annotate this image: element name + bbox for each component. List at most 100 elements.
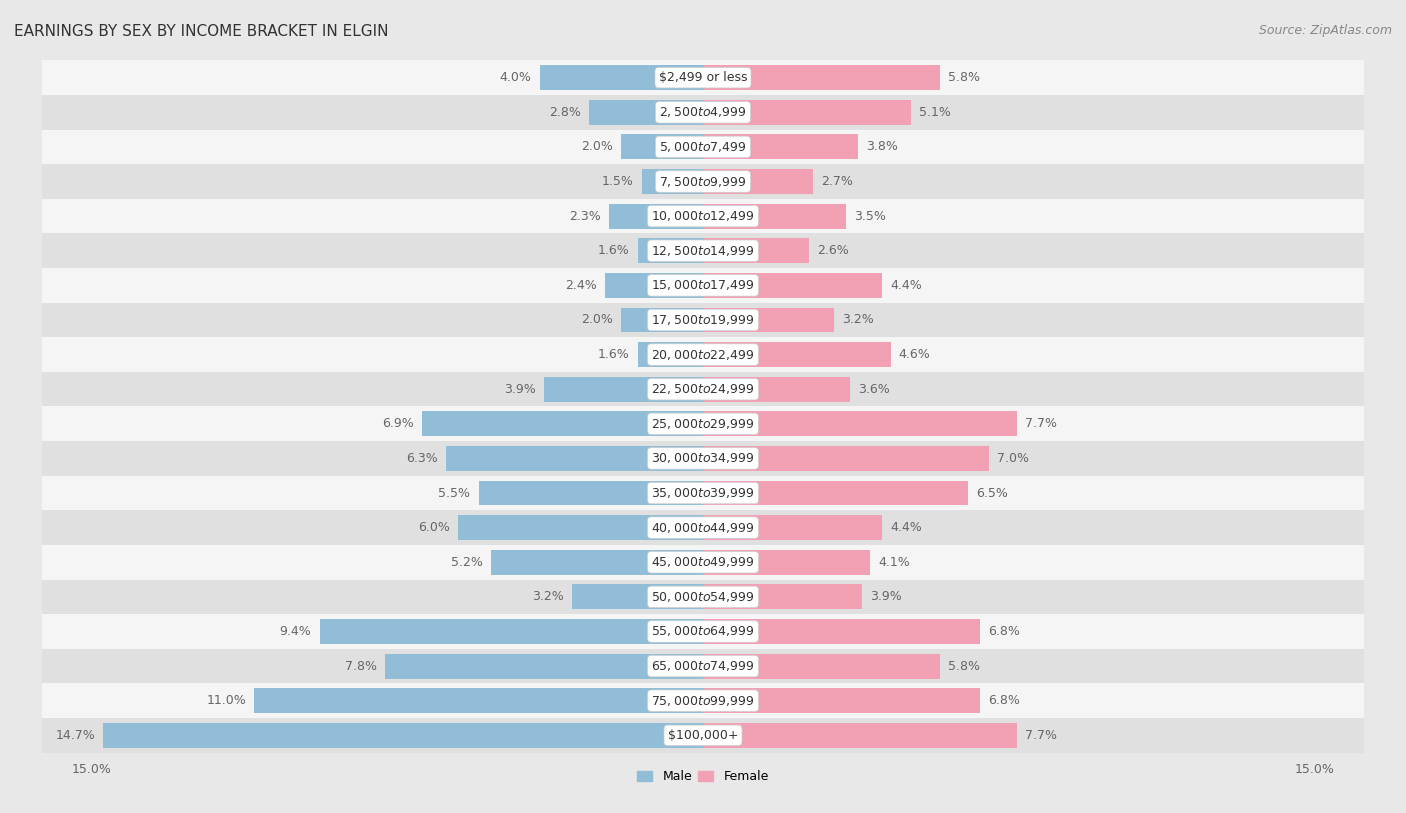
- Bar: [10, 164, 1396, 199]
- Bar: [703, 619, 980, 644]
- Bar: [703, 480, 969, 506]
- Bar: [540, 65, 703, 90]
- Text: $17,500 to $19,999: $17,500 to $19,999: [651, 313, 755, 327]
- Bar: [703, 411, 1017, 437]
- Bar: [605, 273, 703, 298]
- Bar: [703, 238, 808, 263]
- Bar: [10, 302, 1396, 337]
- Bar: [703, 134, 858, 159]
- Text: 2.3%: 2.3%: [569, 210, 600, 223]
- Text: $2,500 to $4,999: $2,500 to $4,999: [659, 106, 747, 120]
- Text: 3.8%: 3.8%: [866, 141, 898, 154]
- Bar: [10, 718, 1396, 753]
- Text: 1.6%: 1.6%: [598, 348, 630, 361]
- Text: $25,000 to $29,999: $25,000 to $29,999: [651, 417, 755, 431]
- Text: 3.2%: 3.2%: [533, 590, 564, 603]
- Bar: [10, 684, 1396, 718]
- Text: 5.8%: 5.8%: [948, 659, 980, 672]
- Bar: [10, 511, 1396, 545]
- Text: $35,000 to $39,999: $35,000 to $39,999: [651, 486, 755, 500]
- Bar: [10, 580, 1396, 614]
- Bar: [703, 585, 862, 609]
- Bar: [10, 545, 1396, 580]
- Legend: Male, Female: Male, Female: [633, 765, 773, 789]
- Text: $20,000 to $22,499: $20,000 to $22,499: [651, 348, 755, 362]
- Bar: [703, 100, 911, 124]
- Bar: [10, 406, 1396, 441]
- Bar: [703, 307, 834, 333]
- Text: 7.7%: 7.7%: [1025, 417, 1057, 430]
- Text: 3.6%: 3.6%: [858, 383, 890, 396]
- Bar: [319, 619, 703, 644]
- Text: 3.2%: 3.2%: [842, 314, 873, 327]
- Bar: [458, 515, 703, 540]
- Text: 7.8%: 7.8%: [344, 659, 377, 672]
- Text: 5.8%: 5.8%: [948, 72, 980, 85]
- Bar: [478, 480, 703, 506]
- Bar: [589, 100, 703, 124]
- Text: 1.5%: 1.5%: [602, 175, 634, 188]
- Text: $45,000 to $49,999: $45,000 to $49,999: [651, 555, 755, 569]
- Bar: [703, 723, 1017, 748]
- Text: Source: ZipAtlas.com: Source: ZipAtlas.com: [1258, 24, 1392, 37]
- Bar: [703, 689, 980, 713]
- Bar: [703, 273, 883, 298]
- Text: 2.6%: 2.6%: [817, 244, 849, 257]
- Text: 4.4%: 4.4%: [890, 521, 922, 534]
- Text: $7,500 to $9,999: $7,500 to $9,999: [659, 175, 747, 189]
- Text: $50,000 to $54,999: $50,000 to $54,999: [651, 590, 755, 604]
- Text: 14.7%: 14.7%: [55, 728, 96, 741]
- Text: 3.5%: 3.5%: [853, 210, 886, 223]
- Text: 6.0%: 6.0%: [418, 521, 450, 534]
- Text: 2.0%: 2.0%: [582, 141, 613, 154]
- Text: 4.0%: 4.0%: [499, 72, 531, 85]
- Text: 7.0%: 7.0%: [997, 452, 1029, 465]
- Text: 2.8%: 2.8%: [548, 106, 581, 119]
- Text: 11.0%: 11.0%: [207, 694, 246, 707]
- Bar: [572, 585, 703, 609]
- Bar: [10, 649, 1396, 684]
- Bar: [10, 233, 1396, 268]
- Bar: [703, 204, 846, 228]
- Text: $75,000 to $99,999: $75,000 to $99,999: [651, 693, 755, 707]
- Text: 2.7%: 2.7%: [821, 175, 853, 188]
- Text: $65,000 to $74,999: $65,000 to $74,999: [651, 659, 755, 673]
- Text: 3.9%: 3.9%: [870, 590, 903, 603]
- Bar: [703, 376, 849, 402]
- Text: 4.1%: 4.1%: [879, 556, 910, 569]
- Bar: [254, 689, 703, 713]
- Text: 6.5%: 6.5%: [976, 486, 1008, 499]
- Text: 3.9%: 3.9%: [503, 383, 536, 396]
- Bar: [703, 654, 939, 679]
- Bar: [422, 411, 703, 437]
- Bar: [10, 129, 1396, 164]
- Text: 6.9%: 6.9%: [381, 417, 413, 430]
- Bar: [703, 550, 870, 575]
- Text: 1.6%: 1.6%: [598, 244, 630, 257]
- Bar: [10, 60, 1396, 95]
- Text: 6.8%: 6.8%: [988, 694, 1021, 707]
- Text: 6.8%: 6.8%: [988, 625, 1021, 638]
- Bar: [703, 65, 939, 90]
- Bar: [638, 342, 703, 367]
- Bar: [609, 204, 703, 228]
- Text: 5.1%: 5.1%: [920, 106, 950, 119]
- Text: 2.4%: 2.4%: [565, 279, 598, 292]
- Bar: [10, 337, 1396, 372]
- Text: 5.5%: 5.5%: [439, 486, 471, 499]
- Text: 6.3%: 6.3%: [406, 452, 437, 465]
- Text: 7.7%: 7.7%: [1025, 728, 1057, 741]
- Text: $2,499 or less: $2,499 or less: [659, 72, 747, 85]
- Bar: [446, 446, 703, 471]
- Text: $15,000 to $17,499: $15,000 to $17,499: [651, 278, 755, 293]
- Text: $10,000 to $12,499: $10,000 to $12,499: [651, 209, 755, 223]
- Bar: [491, 550, 703, 575]
- Bar: [703, 169, 813, 194]
- Text: EARNINGS BY SEX BY INCOME BRACKET IN ELGIN: EARNINGS BY SEX BY INCOME BRACKET IN ELG…: [14, 24, 388, 39]
- Bar: [621, 307, 703, 333]
- Text: 5.2%: 5.2%: [451, 556, 482, 569]
- Text: $5,000 to $7,499: $5,000 to $7,499: [659, 140, 747, 154]
- Bar: [10, 199, 1396, 233]
- Text: $55,000 to $64,999: $55,000 to $64,999: [651, 624, 755, 638]
- Bar: [621, 134, 703, 159]
